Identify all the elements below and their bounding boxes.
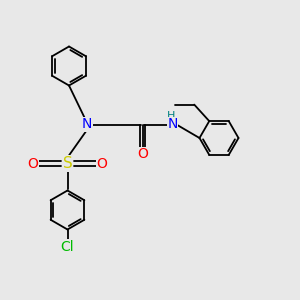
Text: N: N xyxy=(167,118,178,131)
Text: O: O xyxy=(97,157,107,170)
Text: O: O xyxy=(28,157,38,170)
Text: S: S xyxy=(63,156,72,171)
Text: Cl: Cl xyxy=(61,240,74,254)
Text: O: O xyxy=(137,148,148,161)
Text: N: N xyxy=(82,118,92,131)
Text: H: H xyxy=(167,111,175,121)
